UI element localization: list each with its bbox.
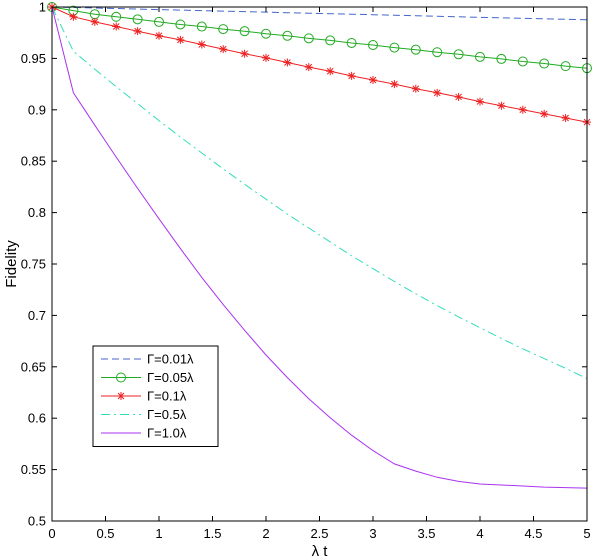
- y-tick-label: 0.6: [28, 411, 46, 426]
- x-tick-label: 1.5: [203, 526, 221, 541]
- legend-marker: [116, 372, 126, 383]
- legend-entry: Γ=1.0λ: [101, 426, 187, 441]
- y-tick-label: 0.9: [28, 102, 46, 117]
- data-point: [111, 11, 122, 22]
- tick-layer: 0 0.5 1 1.5 2 2.5 3 3.5 4 4.5 50.50.550.60.650.70.…: [21, 0, 591, 541]
- x-axis-label: λ t: [312, 543, 329, 560]
- data-point: [176, 35, 185, 44]
- x-tick-label: 4: [476, 526, 483, 541]
- series-0: [51, 6, 588, 21]
- x-tick-label: 0: [48, 526, 55, 541]
- data-point: [112, 22, 121, 31]
- legend-label: Γ=0.01λ: [147, 352, 194, 367]
- data-point: [261, 28, 271, 39]
- y-tick-label: 1: [39, 0, 46, 15]
- series-2: [48, 3, 591, 127]
- x-tick-label: 0.5: [96, 526, 114, 541]
- data-point: [517, 56, 528, 67]
- data-point: [453, 49, 464, 60]
- data-point: [454, 92, 463, 101]
- data-point: [497, 101, 506, 110]
- data-point: [196, 21, 207, 32]
- x-tick-label: 4.5: [524, 526, 542, 541]
- data-point: [369, 75, 377, 84]
- data-point: [197, 40, 206, 49]
- data-point: [282, 30, 293, 41]
- series-line: [51, 6, 588, 69]
- legend: Γ=0.01λ Γ=0.05λ Γ=0.1λ Γ=0.5λ Γ=1.0λ: [92, 345, 219, 447]
- data-point: [560, 61, 571, 72]
- data-point: [262, 53, 270, 62]
- legend-entry: Γ=0.1λ: [101, 389, 187, 404]
- data-point: [219, 45, 228, 54]
- series-line: [51, 6, 588, 489]
- y-tick-label: 0.65: [21, 359, 46, 374]
- data-point: [368, 40, 378, 51]
- data-point: [304, 63, 313, 72]
- legend-label: Γ=0.1λ: [147, 389, 187, 404]
- data-point: [175, 19, 186, 30]
- legend-label: Γ=0.5λ: [147, 407, 187, 422]
- legend-label: Γ=0.05λ: [147, 370, 194, 385]
- data-point: [69, 12, 78, 21]
- legend-marker: [117, 392, 125, 400]
- data-point: [432, 47, 443, 58]
- data-point: [518, 105, 527, 114]
- data-point: [390, 80, 399, 89]
- x-tick-label: 3.5: [417, 526, 435, 541]
- data-point: [154, 16, 164, 27]
- data-point: [540, 109, 549, 118]
- data-point: [239, 26, 250, 37]
- series-line: [51, 6, 588, 123]
- data-point: [303, 33, 314, 44]
- y-tick-label: 0.7: [28, 308, 46, 323]
- data-point: [561, 114, 570, 123]
- data-point: [283, 58, 292, 67]
- series-line: [51, 6, 588, 21]
- data-point: [475, 51, 485, 62]
- x-tick-label: 1: [155, 526, 162, 541]
- data-point: [155, 31, 163, 40]
- series-3: [51, 6, 588, 380]
- y-tick-label: 0.55: [21, 462, 46, 477]
- series-layer: [47, 2, 592, 489]
- data-point: [433, 88, 442, 97]
- data-point: [496, 53, 507, 64]
- y-tick-label: 0.95: [21, 51, 46, 66]
- data-point: [218, 24, 229, 35]
- y-tick-label: 0.85: [21, 154, 46, 169]
- data-point: [240, 49, 249, 58]
- y-tick-label: 0.75: [21, 257, 46, 272]
- data-point: [411, 84, 420, 93]
- x-tick-label: 5: [583, 526, 590, 541]
- data-point: [326, 67, 335, 76]
- data-point: [410, 44, 421, 55]
- legend-entry: Γ=0.01λ: [101, 352, 194, 367]
- data-point: [389, 42, 400, 53]
- data-point: [347, 71, 356, 80]
- x-tick-label: 2: [262, 526, 269, 541]
- series-4: [51, 6, 588, 489]
- data-point: [133, 27, 142, 36]
- y-axis-label: Fidelity: [3, 240, 20, 288]
- data-point: [346, 37, 357, 48]
- x-tick-label: 3: [369, 526, 376, 541]
- legend-entry: Γ=0.05λ: [101, 370, 194, 385]
- data-point: [132, 14, 143, 25]
- x-tick-label: 2.5: [310, 526, 328, 541]
- data-point: [476, 97, 484, 106]
- legend-label: Γ=1.0λ: [147, 426, 187, 441]
- y-tick-label: 0.8: [28, 205, 46, 220]
- legend-entry: Γ=0.5λ: [101, 407, 187, 422]
- series-1: [47, 2, 592, 74]
- series-line: [51, 6, 588, 380]
- data-point: [90, 17, 99, 26]
- data-point: [325, 35, 336, 46]
- data-point: [539, 58, 550, 69]
- y-tick-label: 0.5: [28, 514, 46, 529]
